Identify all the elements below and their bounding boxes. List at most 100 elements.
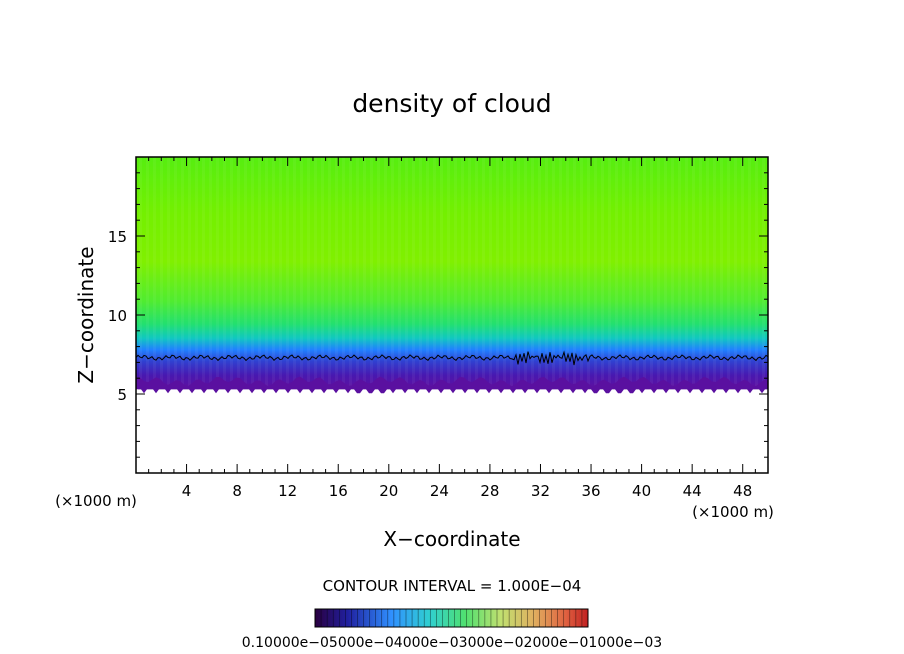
x-tick-label: 48 bbox=[733, 482, 752, 500]
y-tick-label: 10 bbox=[108, 307, 127, 325]
texture-stripe bbox=[272, 157, 275, 390]
texture-stripe bbox=[258, 157, 261, 390]
texture-stripe bbox=[328, 157, 331, 390]
cloud-base-edge bbox=[136, 375, 768, 394]
colorbar bbox=[314, 608, 589, 628]
texture-stripe bbox=[293, 157, 296, 390]
x-tick-label: 36 bbox=[581, 482, 600, 500]
x-tick-label: 12 bbox=[278, 482, 297, 500]
texture-stripe bbox=[664, 157, 667, 390]
y-ticks: 5 10 15 bbox=[108, 172, 768, 458]
texture-stripe bbox=[608, 157, 611, 390]
texture-stripe bbox=[244, 157, 247, 390]
texture-stripe bbox=[517, 157, 520, 390]
x-ticks: 4 8 12 16 20 24 28 32 36 40 44 48 bbox=[148, 157, 756, 500]
texture-stripe bbox=[286, 157, 289, 390]
texture-stripe bbox=[573, 157, 576, 390]
texture-stripe bbox=[671, 157, 674, 390]
x-tick-label: 32 bbox=[531, 482, 550, 500]
x-unit-left: (×1000 m) bbox=[55, 492, 137, 510]
contour-line bbox=[135, 350, 769, 366]
texture-stripe bbox=[188, 157, 191, 390]
texture-stripe bbox=[748, 157, 751, 390]
texture-stripe bbox=[720, 157, 723, 390]
x-tick-label: 28 bbox=[480, 482, 499, 500]
texture-stripe bbox=[461, 157, 464, 390]
texture-stripe bbox=[265, 157, 268, 390]
texture-stripe bbox=[727, 157, 730, 390]
texture-stripe bbox=[636, 157, 639, 390]
texture-stripe bbox=[713, 157, 716, 390]
texture-stripe bbox=[300, 157, 303, 390]
texture-stripe bbox=[741, 157, 744, 390]
texture-stripe bbox=[531, 157, 534, 390]
colorbar-labels: 0.10000e−05000e−04000e−03000e−02000e−010… bbox=[242, 635, 662, 651]
texture-stripe bbox=[405, 157, 408, 390]
texture-stripe bbox=[699, 157, 702, 390]
texture-stripe bbox=[174, 157, 177, 390]
x-tick-label: 8 bbox=[232, 482, 242, 500]
texture-stripe bbox=[580, 157, 583, 390]
x-axis-label: X−coordinate bbox=[383, 527, 520, 551]
texture-stripe bbox=[209, 157, 212, 390]
texture-stripe bbox=[601, 157, 604, 390]
texture-stripe bbox=[314, 157, 317, 390]
texture-stripe bbox=[377, 157, 380, 390]
x-tick-label: 20 bbox=[379, 482, 398, 500]
texture-stripe bbox=[342, 157, 345, 390]
texture-stripe bbox=[650, 157, 653, 390]
texture-stripe bbox=[489, 157, 492, 390]
texture-stripe bbox=[496, 157, 499, 390]
texture-stripe bbox=[279, 157, 282, 390]
texture-stripe bbox=[160, 157, 163, 390]
texture-stripe bbox=[643, 157, 646, 390]
chart-title: density of cloud bbox=[352, 89, 551, 118]
cloud-density-field bbox=[136, 157, 768, 390]
texture-stripe bbox=[216, 157, 219, 390]
texture-stripe bbox=[384, 157, 387, 390]
texture-stripe bbox=[503, 157, 506, 390]
texture-stripe bbox=[146, 157, 149, 390]
cloud-stripes bbox=[139, 157, 765, 390]
texture-stripe bbox=[230, 157, 233, 390]
texture-stripe bbox=[755, 157, 758, 390]
texture-stripe bbox=[167, 157, 170, 390]
y-axis-label: Z−coordinate bbox=[74, 246, 98, 383]
texture-stripe bbox=[426, 157, 429, 390]
texture-stripe bbox=[139, 157, 142, 390]
texture-stripe bbox=[433, 157, 436, 390]
texture-stripe bbox=[398, 157, 401, 390]
texture-stripe bbox=[685, 157, 688, 390]
texture-stripe bbox=[412, 157, 415, 390]
texture-stripe bbox=[587, 157, 590, 390]
texture-stripe bbox=[622, 157, 625, 390]
texture-stripe bbox=[706, 157, 709, 390]
x-tick-label: 16 bbox=[329, 482, 348, 500]
texture-stripe bbox=[349, 157, 352, 390]
texture-stripe bbox=[552, 157, 555, 390]
texture-stripe bbox=[524, 157, 527, 390]
texture-stripe bbox=[475, 157, 478, 390]
colorbar-ticks bbox=[320, 609, 583, 627]
texture-stripe bbox=[629, 157, 632, 390]
texture-stripe bbox=[363, 157, 366, 390]
texture-stripe bbox=[762, 157, 765, 390]
texture-stripe bbox=[370, 157, 373, 390]
texture-stripe bbox=[615, 157, 618, 390]
texture-stripe bbox=[545, 157, 548, 390]
texture-stripe bbox=[251, 157, 254, 390]
y-tick-label: 5 bbox=[117, 386, 127, 404]
texture-stripe bbox=[321, 157, 324, 390]
texture-stripe bbox=[559, 157, 562, 390]
texture-stripe bbox=[510, 157, 513, 390]
x-unit-right: (×1000 m) bbox=[692, 503, 774, 521]
texture-stripe bbox=[356, 157, 359, 390]
texture-stripe bbox=[692, 157, 695, 390]
texture-stripe bbox=[734, 157, 737, 390]
texture-stripe bbox=[307, 157, 310, 390]
x-tick-label: 44 bbox=[683, 482, 702, 500]
texture-stripe bbox=[237, 157, 240, 390]
texture-stripe bbox=[678, 157, 681, 390]
texture-stripe bbox=[202, 157, 205, 390]
